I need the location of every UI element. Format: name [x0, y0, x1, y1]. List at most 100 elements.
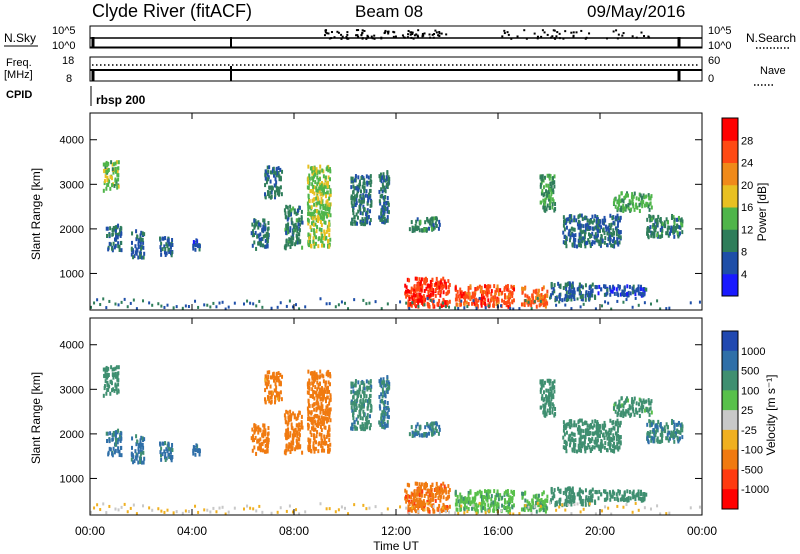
velocity-cell: [136, 453, 139, 458]
power-cell: [175, 305, 178, 309]
power-cell: [625, 204, 628, 209]
velocity-cell: [572, 499, 575, 504]
velocity-cell: [135, 434, 138, 439]
power-cell: [421, 295, 424, 300]
velocity-cell: [405, 490, 408, 495]
power-cell: [462, 291, 465, 296]
power-cell: [443, 283, 446, 288]
velocity-cell: [166, 508, 169, 512]
power-cell: [287, 242, 290, 247]
power-cell: [423, 277, 426, 282]
velocity-cell: [578, 448, 581, 453]
power-cell: [539, 200, 542, 205]
velocity-cell: [554, 503, 557, 508]
power-cell: [507, 299, 510, 304]
velocity-cell: [661, 433, 664, 438]
power-cell: [312, 184, 315, 189]
power-cell: [257, 225, 260, 230]
velocity-cell: [212, 506, 215, 510]
velocity-cell: [328, 412, 331, 417]
velocity-cell: [106, 387, 109, 392]
velocity-cell: [487, 509, 490, 513]
power-cell: [584, 283, 587, 288]
power-cell: [363, 181, 366, 186]
power-cell: [445, 291, 448, 296]
velocity-cell: [169, 454, 172, 459]
velocity-cell: [267, 426, 270, 431]
power-cell: [117, 177, 120, 182]
power-cell: [626, 284, 629, 289]
velocity-cell: [117, 437, 120, 442]
power-cell: [631, 197, 634, 202]
velocity-cell: [109, 391, 112, 396]
power-cell: [382, 195, 385, 200]
power-cell: [382, 220, 385, 225]
velocity-cell: [594, 512, 597, 516]
velocity-cell: [630, 400, 633, 405]
velocity-cell: [296, 443, 299, 448]
power-cell: [279, 177, 282, 182]
power-cell: [614, 226, 617, 231]
power-cell: [622, 291, 625, 296]
power-cell: [648, 207, 651, 212]
power-cell: [539, 296, 542, 301]
velocity-cell: [295, 508, 298, 512]
velocity-cell: [619, 435, 622, 440]
velocity-cell: [622, 414, 625, 419]
velocity-cell: [648, 433, 651, 438]
velocity-cell: [583, 443, 586, 448]
power-cell: [198, 244, 201, 249]
velocity-cell: [383, 383, 386, 388]
power-cell: [358, 204, 361, 209]
velocity-cell: [350, 390, 353, 395]
power-cell: [432, 223, 435, 228]
power-cell: [386, 185, 389, 190]
velocity-cell: [661, 431, 664, 436]
velocity-cell: [563, 440, 566, 445]
power-cell: [543, 204, 546, 209]
velocity-cell: [308, 404, 311, 409]
power-cell: [470, 295, 473, 300]
power-cell: [285, 215, 288, 220]
power-cell: [609, 213, 612, 218]
velocity-cell: [168, 454, 171, 459]
power-cell: [588, 220, 591, 225]
velocity-cell: [442, 508, 445, 513]
velocity-cell: [379, 377, 382, 382]
velocity-cell: [652, 439, 655, 444]
power-cell: [583, 232, 586, 237]
velocity-cell: [385, 406, 388, 411]
power-cell: [277, 166, 280, 171]
power-cell: [352, 184, 355, 189]
power-cell: [383, 216, 386, 221]
velocity-cell: [569, 433, 572, 438]
power-cell: [548, 194, 551, 199]
velocity-cell: [610, 512, 613, 516]
velocity-cell: [600, 430, 603, 435]
power-cell: [411, 225, 414, 230]
velocity-cell: [665, 436, 668, 441]
velocity-cell: [626, 489, 629, 494]
velocity-cell: [351, 401, 354, 406]
power-cell: [426, 216, 429, 221]
power-cell: [354, 174, 357, 179]
velocity-cell: [609, 418, 612, 423]
noise-dot: [536, 35, 539, 38]
velocity-cell: [257, 430, 260, 435]
velocity-cell: [120, 505, 123, 509]
power-cell: [555, 303, 558, 307]
power-cell: [487, 284, 490, 289]
velocity-cell: [266, 441, 269, 446]
power-cell: [136, 234, 139, 239]
velocity-cell: [360, 380, 363, 385]
velocity-cell: [386, 423, 389, 428]
velocity-cell: [369, 379, 372, 384]
power-cell: [352, 208, 355, 213]
velocity-cell: [601, 509, 604, 513]
velocity-cell: [307, 437, 310, 442]
noise-dot: [584, 37, 587, 40]
velocity-cell: [268, 370, 271, 375]
velocity-cell: [367, 419, 370, 424]
velocity-cell: [133, 459, 136, 464]
velocity-cell: [638, 414, 641, 419]
